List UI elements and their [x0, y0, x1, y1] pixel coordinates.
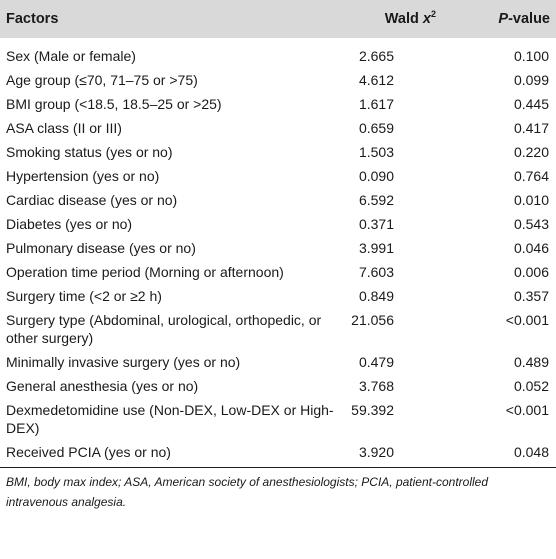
factor-cell: Operation time period (Morning or aftern…: [6, 264, 284, 280]
table-row: Hypertension (yes or no) 0.090 0.764: [0, 164, 556, 188]
table-row: Dexmedetomidine use (Non-DEX, Low-DEX or…: [0, 398, 556, 440]
table-row: Pulmonary disease (yes or no) 3.991 0.046: [0, 236, 556, 260]
pvalue-header-rest: -value: [508, 11, 550, 27]
wald-cell: 59.392: [351, 402, 394, 418]
wald-cell: 4.612: [358, 72, 394, 88]
factor-cell: Smoking status (yes or no): [6, 144, 173, 160]
factors-table: Factors Wald x2 P-value Sex (Male or fem…: [0, 0, 556, 468]
wald-cell: 1.617: [358, 96, 394, 112]
table-row: Surgery time (<2 or ≥2 h) 0.849 0.357: [0, 284, 556, 308]
factor-cell: Surgery type (Abdominal, urological, ort…: [6, 312, 322, 346]
pvalue-header: P-value: [444, 0, 556, 38]
table-header: Factors Wald x2 P-value: [0, 0, 556, 38]
table-row: Sex (Male or female) 2.665 0.100: [0, 38, 556, 68]
table-row: Age group (≤70, 71–75 or >75) 4.612 0.099: [0, 68, 556, 92]
factor-cell: Dexmedetomidine use (Non-DEX, Low-DEX or…: [6, 402, 334, 436]
factor-cell: Minimally invasive surgery (yes or no): [6, 354, 241, 370]
wald-header-sup: 2: [430, 9, 436, 20]
table-row: BMI group (<18.5, 18.5–25 or >25) 1.617 0.…: [0, 92, 556, 116]
wald-cell: 2.665: [358, 48, 394, 64]
wald-cell: 0.849: [358, 288, 394, 304]
factor-cell: Pulmonary disease (yes or no): [6, 240, 196, 256]
pvalue-cell: 0.357: [513, 288, 549, 304]
table-row: Surgery type (Abdominal, urological, ort…: [0, 308, 556, 350]
wald-cell: 0.371: [358, 216, 394, 232]
table-row: Minimally invasive surgery (yes or no) 0.…: [0, 350, 556, 374]
pvalue-cell: 0.099: [513, 72, 549, 88]
table-row: Diabetes (yes or no) 0.371 0.543: [0, 212, 556, 236]
wald-header-prefix: Wald: [384, 11, 423, 27]
factor-cell: Surgery time (<2 or ≥2 h): [6, 288, 162, 304]
factor-cell: Diabetes (yes or no): [6, 216, 133, 232]
pvalue-cell: 0.543: [513, 216, 549, 232]
wald-cell: 0.659: [358, 120, 394, 136]
pvalue-cell: 0.046: [513, 240, 549, 256]
wald-header: Wald x2: [334, 0, 444, 38]
factor-cell: Cardiac disease (yes or no): [6, 192, 178, 208]
wald-cell: 3.768: [358, 378, 394, 394]
header-row: Factors Wald x2 P-value: [0, 0, 556, 38]
table-row: Received PCIA (yes or no) 3.920 0.048: [0, 440, 556, 468]
wald-cell: 3.991: [358, 240, 394, 256]
pvalue-header-p: P: [498, 11, 509, 27]
wald-header-x: x: [422, 11, 431, 27]
factors-header: Factors: [6, 11, 59, 27]
pvalue-cell: 0.489: [513, 354, 549, 370]
pvalue-cell: <0.001: [505, 312, 549, 328]
wald-cell: 0.479: [358, 354, 394, 370]
pvalue-cell: 0.006: [513, 264, 549, 280]
wald-cell: 6.592: [358, 192, 394, 208]
pvalue-cell: 0.048: [444, 440, 556, 468]
wald-cell: 3.920: [334, 440, 444, 468]
table-footnote: BMI, body max index; ASA, American socie…: [6, 475, 489, 509]
wald-cell: 7.603: [358, 264, 394, 280]
wald-cell: 0.090: [358, 168, 394, 184]
pvalue-cell: 0.220: [513, 144, 549, 160]
factor-cell: Received PCIA (yes or no): [0, 440, 334, 468]
pvalue-cell: 0.010: [513, 192, 549, 208]
table-row: Smoking status (yes or no) 1.503 0.220: [0, 140, 556, 164]
factor-cell: Hypertension (yes or no): [6, 168, 160, 184]
pvalue-cell: <0.001: [505, 402, 549, 418]
table-body: Sex (Male or female) 2.665 0.100 Age group …: [0, 38, 556, 468]
pvalue-cell: 0.100: [513, 48, 549, 64]
factor-cell: ASA class (II or III): [6, 120, 122, 136]
pvalue-cell: 0.052: [513, 378, 549, 394]
wald-cell: 21.056: [351, 312, 394, 328]
factor-cell: BMI group (<18.5, 18.5–25 or >25): [6, 96, 222, 112]
pvalue-cell: 0.764: [513, 168, 549, 184]
factor-cell: Age group (≤70, 71–75 or >75): [6, 72, 198, 88]
pvalue-cell: 0.445: [513, 96, 549, 112]
table-row: ASA class (II or III) 0.659 0.417: [0, 116, 556, 140]
table-row: Cardiac disease (yes or no) 6.592 0.010: [0, 188, 556, 212]
table-row: Operation time period (Morning or aftern…: [0, 260, 556, 284]
wald-cell: 1.503: [358, 144, 394, 160]
factor-cell: Sex (Male or female): [6, 48, 136, 64]
pvalue-cell: 0.417: [513, 120, 549, 136]
factor-cell: General anesthesia (yes or no): [6, 378, 199, 394]
table-container: Factors Wald x2 P-value Sex (Male or fem…: [0, 0, 556, 509]
table-row: General anesthesia (yes or no) 3.768 0.052: [0, 374, 556, 398]
